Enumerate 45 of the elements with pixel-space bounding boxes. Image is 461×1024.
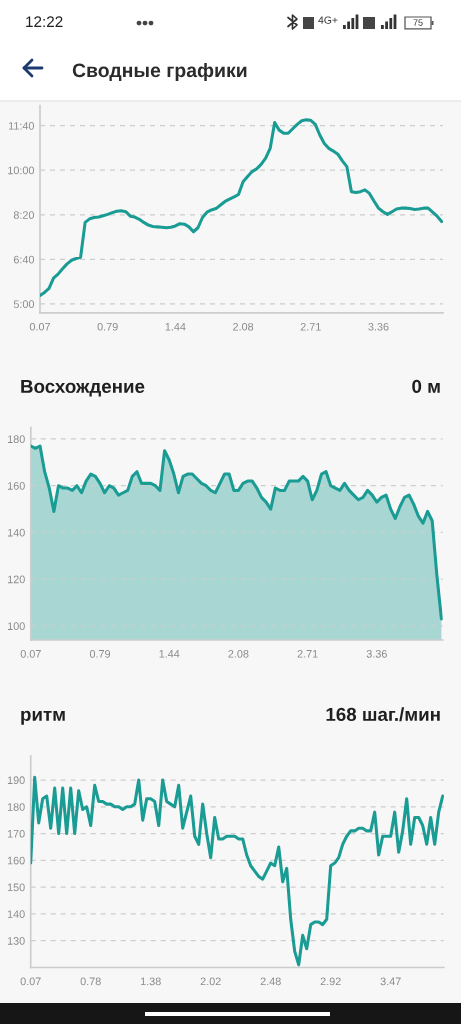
chart-title: Сводные графики [72, 62, 247, 82]
x-tick-label: 0.78 [80, 977, 101, 986]
x-tick-label: 2.02 [200, 977, 221, 986]
y-tick-label: 6:40 [13, 255, 35, 264]
text: 75 [413, 19, 423, 26]
y-tick-label: 180 [7, 803, 25, 811]
y-tick-label: 11:40 [8, 122, 35, 130]
chart-title: Восхождение [21, 379, 145, 397]
x-tick-label: 3.36 [368, 322, 389, 331]
y-tick-label: 170 [7, 829, 25, 838]
x-tick-label: 1.44 [159, 650, 180, 658]
y-tick-label: 160 [7, 856, 25, 865]
chart-title: ритм [21, 710, 65, 725]
y-tick-label: 120 [8, 575, 25, 584]
x-tick-label: 2.48 [260, 977, 281, 986]
x-tick-label: 2.08 [228, 650, 249, 658]
x-tick-label: 0.07 [20, 650, 41, 658]
x-tick-label: 3.47 [380, 977, 401, 986]
x-tick-label: 1.38 [140, 977, 161, 986]
x-tick-label: 0.79 [89, 650, 111, 658]
y-tick-label: 190 [7, 776, 25, 785]
text: 168 шаг./мин [326, 707, 440, 722]
x-tick-label: 0.79 [97, 322, 118, 331]
y-tick-label: 5:00 [13, 300, 35, 309]
text: 0 м [412, 379, 440, 394]
y-tick-label: 10:00 [8, 166, 35, 175]
y-tick-label: 160 [8, 482, 25, 490]
x-tick-label: 1.44 [165, 323, 186, 331]
y-tick-label: 8:20 [13, 211, 35, 219]
x-tick-label: 2.92 [320, 977, 341, 986]
y-tick-label: 100 [8, 622, 25, 631]
y-tick-label: 130 [7, 937, 25, 945]
x-tick-label: 2.71 [297, 650, 318, 658]
x-tick-label: 2.08 [233, 322, 254, 331]
x-tick-label: 0.07 [20, 977, 41, 986]
text: 4G+ [318, 16, 338, 24]
x-tick-label: 2.71 [300, 322, 321, 331]
y-tick-label: 140 [8, 528, 25, 537]
x-tick-label: 3.36 [366, 650, 387, 658]
y-tick-label: 180 [8, 435, 25, 444]
line-series [40, 118, 443, 298]
text: 12:22 [26, 16, 63, 27]
y-tick-label: 140 [7, 910, 25, 918]
y-tick-label: 150 [7, 883, 25, 892]
x-tick-label: 0.07 [29, 322, 50, 331]
